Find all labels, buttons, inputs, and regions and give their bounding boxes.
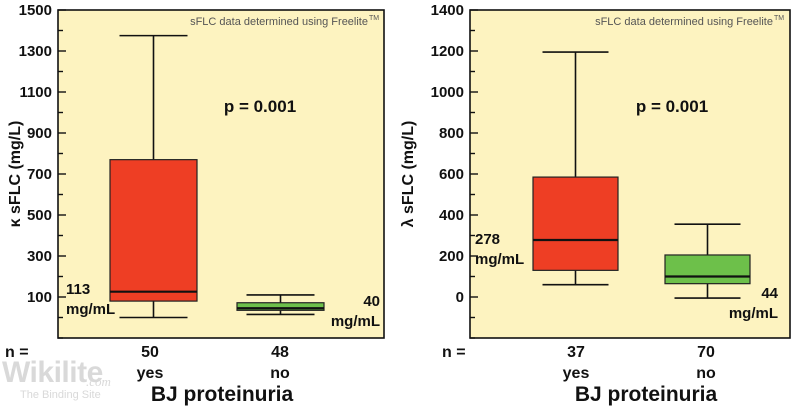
y-tick-label: 1200: [431, 43, 464, 60]
trademark-mark: TM: [369, 15, 379, 22]
median-value-label: 278: [475, 231, 500, 248]
y-axis-label: κ sFLC (mg/L): [7, 121, 24, 228]
plot-area: [469, 9, 791, 339]
y-tick-label: 900: [27, 125, 52, 142]
group-n-label: 50: [141, 344, 159, 361]
trademark-mark: TM: [774, 15, 784, 22]
y-tick-label: 1100: [19, 84, 52, 101]
y-tick-label: 600: [439, 166, 464, 183]
x-category-label: yes: [563, 365, 590, 382]
y-tick-label: 1300: [19, 43, 52, 60]
x-category-label: no: [696, 365, 716, 382]
median-value-label: mg/mL: [729, 305, 778, 322]
group-n-label: 37: [567, 344, 585, 361]
p-value-label: p = 0.001: [224, 97, 296, 116]
y-tick-label: 1500: [19, 2, 52, 19]
y-tick-label: 400: [439, 207, 464, 224]
watermark-subtitle: The Binding Site: [20, 389, 101, 401]
group-n-label: 48: [271, 344, 289, 361]
y-tick-label: 1400: [431, 2, 464, 19]
y-axis-label: λ sFLC (mg/L): [400, 121, 417, 228]
median-value-label: mg/mL: [331, 313, 380, 330]
group-n-label: 70: [697, 344, 715, 361]
box-iqr: [664, 254, 751, 285]
p-value-label: p = 0.001: [636, 97, 708, 116]
y-tick-label: 800: [439, 125, 464, 142]
x-axis-label: BJ proteinuria: [575, 383, 718, 406]
y-tick-label: 300: [27, 248, 52, 265]
data-source-note: sFLC data determined using Freelite: [190, 16, 368, 28]
y-tick-label: 1000: [431, 84, 464, 101]
data-source-note: sFLC data determined using Freelite: [595, 16, 773, 28]
n-equals-label: n =: [5, 344, 29, 361]
watermark-logo: Wikilite .com The Binding Site: [2, 356, 122, 406]
y-tick-label: 200: [439, 248, 464, 265]
watermark-text: Wikilite: [2, 356, 103, 389]
plot-area: [57, 9, 385, 339]
median-value-label: mg/mL: [475, 251, 524, 268]
box-iqr: [532, 176, 619, 271]
median-value-label: mg/mL: [66, 301, 115, 318]
y-tick-label: 500: [27, 207, 52, 224]
median-value-label: 113: [66, 281, 90, 298]
box-iqr: [109, 159, 198, 302]
x-category-label: no: [270, 365, 290, 382]
x-axis-label: BJ proteinuria: [151, 383, 294, 406]
watermark-suffix: .com: [86, 374, 111, 389]
box-iqr: [236, 302, 325, 311]
y-tick-label: 700: [27, 166, 52, 183]
median-value-label: 44: [761, 285, 778, 302]
y-tick-label: 100: [27, 289, 52, 306]
median-value-label: 40: [363, 293, 380, 310]
y-tick-label: 0: [456, 289, 464, 306]
n-equals-label: n =: [442, 344, 466, 361]
x-category-label: yes: [137, 365, 164, 382]
